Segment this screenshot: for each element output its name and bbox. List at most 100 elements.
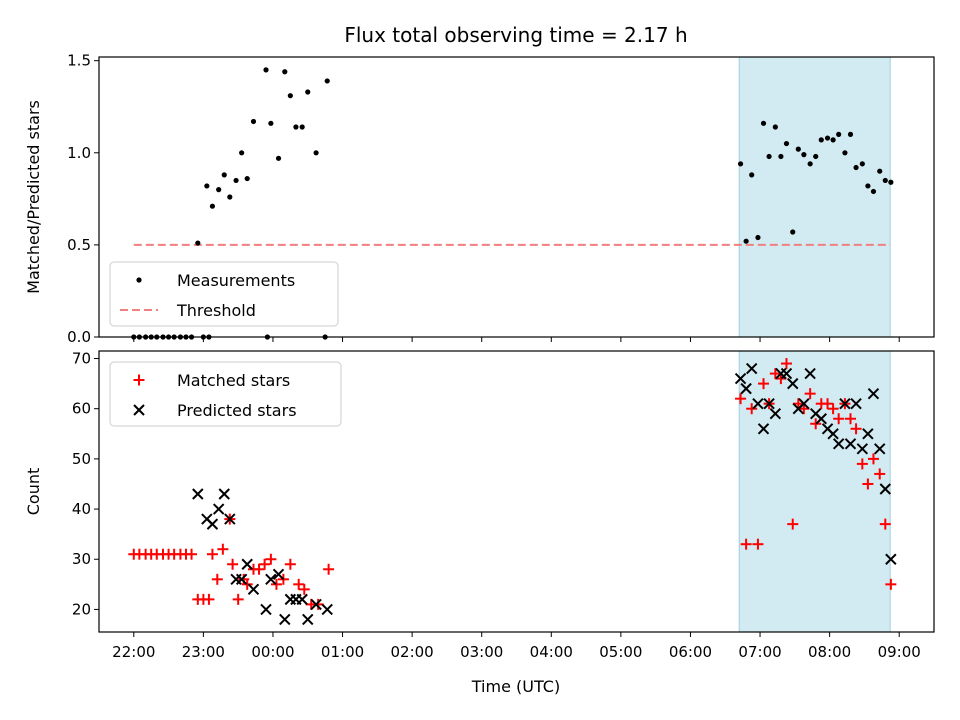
data-point [270,578,282,590]
data-point [783,140,790,147]
data-point [241,558,253,570]
data-point [836,131,842,137]
data-point [284,593,297,606]
data-point [833,413,845,425]
data-point [195,240,201,246]
data-point [827,428,839,440]
data-point [801,152,807,158]
data-point [247,583,260,596]
y-tick-label: 60 [72,400,91,418]
data-point [862,478,874,490]
data-point [850,397,862,410]
data-point [787,377,799,390]
data-point [224,513,236,525]
x-tick-label: 22:00 [112,643,155,661]
data-point [324,78,330,84]
data-point [279,613,291,626]
data-point [740,538,752,550]
data-point [790,229,796,235]
data-point [827,403,839,415]
data-point [807,161,813,167]
plot-frame-bottom [98,350,935,633]
data-point [235,573,248,586]
data-point [299,124,305,130]
y-tick-label: 40 [72,500,91,518]
data-point [813,153,819,160]
data-point [227,194,233,200]
data-point [865,183,871,189]
data-point [859,161,865,167]
data-point [211,573,223,585]
data-point [746,403,758,415]
data-point [822,398,834,410]
data-point [312,598,324,610]
legend-label: Measurements [177,271,295,290]
data-point [752,538,764,550]
highlight-span-bottom [738,350,891,633]
data-point [284,558,296,570]
y-tick-label: 0.0 [67,328,91,346]
data-point [287,93,293,99]
data-point [218,488,230,500]
highlight-span-top [738,56,891,338]
data-point [232,593,244,605]
data-point [879,483,891,495]
data-point [804,388,816,400]
data-point [839,397,851,410]
legend-top: Measurements Threshold [109,261,339,327]
data-point [239,150,245,156]
data-point [265,573,277,586]
data-point [293,124,299,130]
y-axis-label-top: Matched/Predicted stars [24,100,43,294]
data-point [233,177,239,184]
data-point [203,593,215,605]
data-point [241,578,253,590]
legend-label: Predicted stars [177,401,297,420]
legend-entry: Predicted stars [133,401,297,420]
legend-entry: Threshold [120,301,256,320]
data-point [818,137,824,143]
data-point [263,67,269,73]
chart-title: Flux total observing time = 2.17 h [344,23,687,47]
legend-marker [133,404,145,416]
data-point [888,179,894,185]
data-point [221,172,227,178]
data-point [749,172,755,178]
data-point [323,563,335,575]
data-point [832,438,845,450]
data-point [787,518,799,530]
y-tick-label: 50 [72,450,91,468]
y-axis-label-bottom: Count [24,468,43,516]
data-point [743,238,749,244]
data-point [745,362,758,375]
data-point [879,518,891,530]
data-point [265,553,277,565]
data-point [769,368,781,380]
data-point [815,413,827,425]
data-point [862,428,874,440]
data-point [804,367,816,380]
legend-box [109,261,339,327]
data-point [885,578,897,590]
data-point [885,553,897,565]
y-tick-label: 1.0 [67,144,91,162]
data-point [874,443,886,455]
x-tick-label: 04:00 [530,643,573,661]
data-point [758,378,770,390]
data-point [209,203,216,209]
data-point [275,155,282,161]
data-point [780,367,793,380]
data-point [795,146,801,152]
data-point [870,188,877,195]
data-point [830,137,836,143]
legend-label: Matched stars [177,371,290,390]
x-tick-label: 09:00 [878,643,921,661]
x-tick-label: 03:00 [460,643,503,661]
data-point [244,175,250,182]
data-point [192,488,204,500]
data-point [313,150,319,156]
data-point [763,397,775,410]
data-point [842,150,848,156]
data-point [850,423,862,435]
data-point [847,131,854,137]
